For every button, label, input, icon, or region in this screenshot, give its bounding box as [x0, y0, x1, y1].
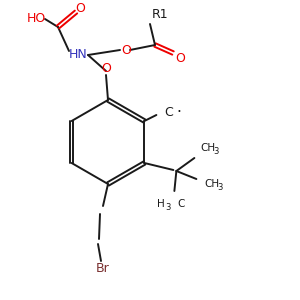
Text: Br: Br [96, 262, 110, 275]
Text: O: O [75, 2, 85, 16]
Text: O: O [101, 61, 111, 74]
Text: C: C [177, 199, 185, 209]
Text: HN: HN [69, 49, 87, 62]
Text: O: O [175, 52, 185, 65]
Text: O: O [121, 44, 131, 56]
Text: 3: 3 [213, 148, 219, 157]
Text: R1: R1 [152, 8, 169, 22]
Text: 3: 3 [218, 184, 223, 193]
Text: H: H [157, 199, 164, 209]
Text: CH: CH [200, 143, 215, 153]
Text: CH: CH [204, 179, 220, 189]
Text: ·: · [176, 104, 181, 119]
Text: C: C [164, 106, 173, 119]
Text: 3: 3 [165, 203, 170, 212]
Text: HO: HO [26, 13, 46, 26]
